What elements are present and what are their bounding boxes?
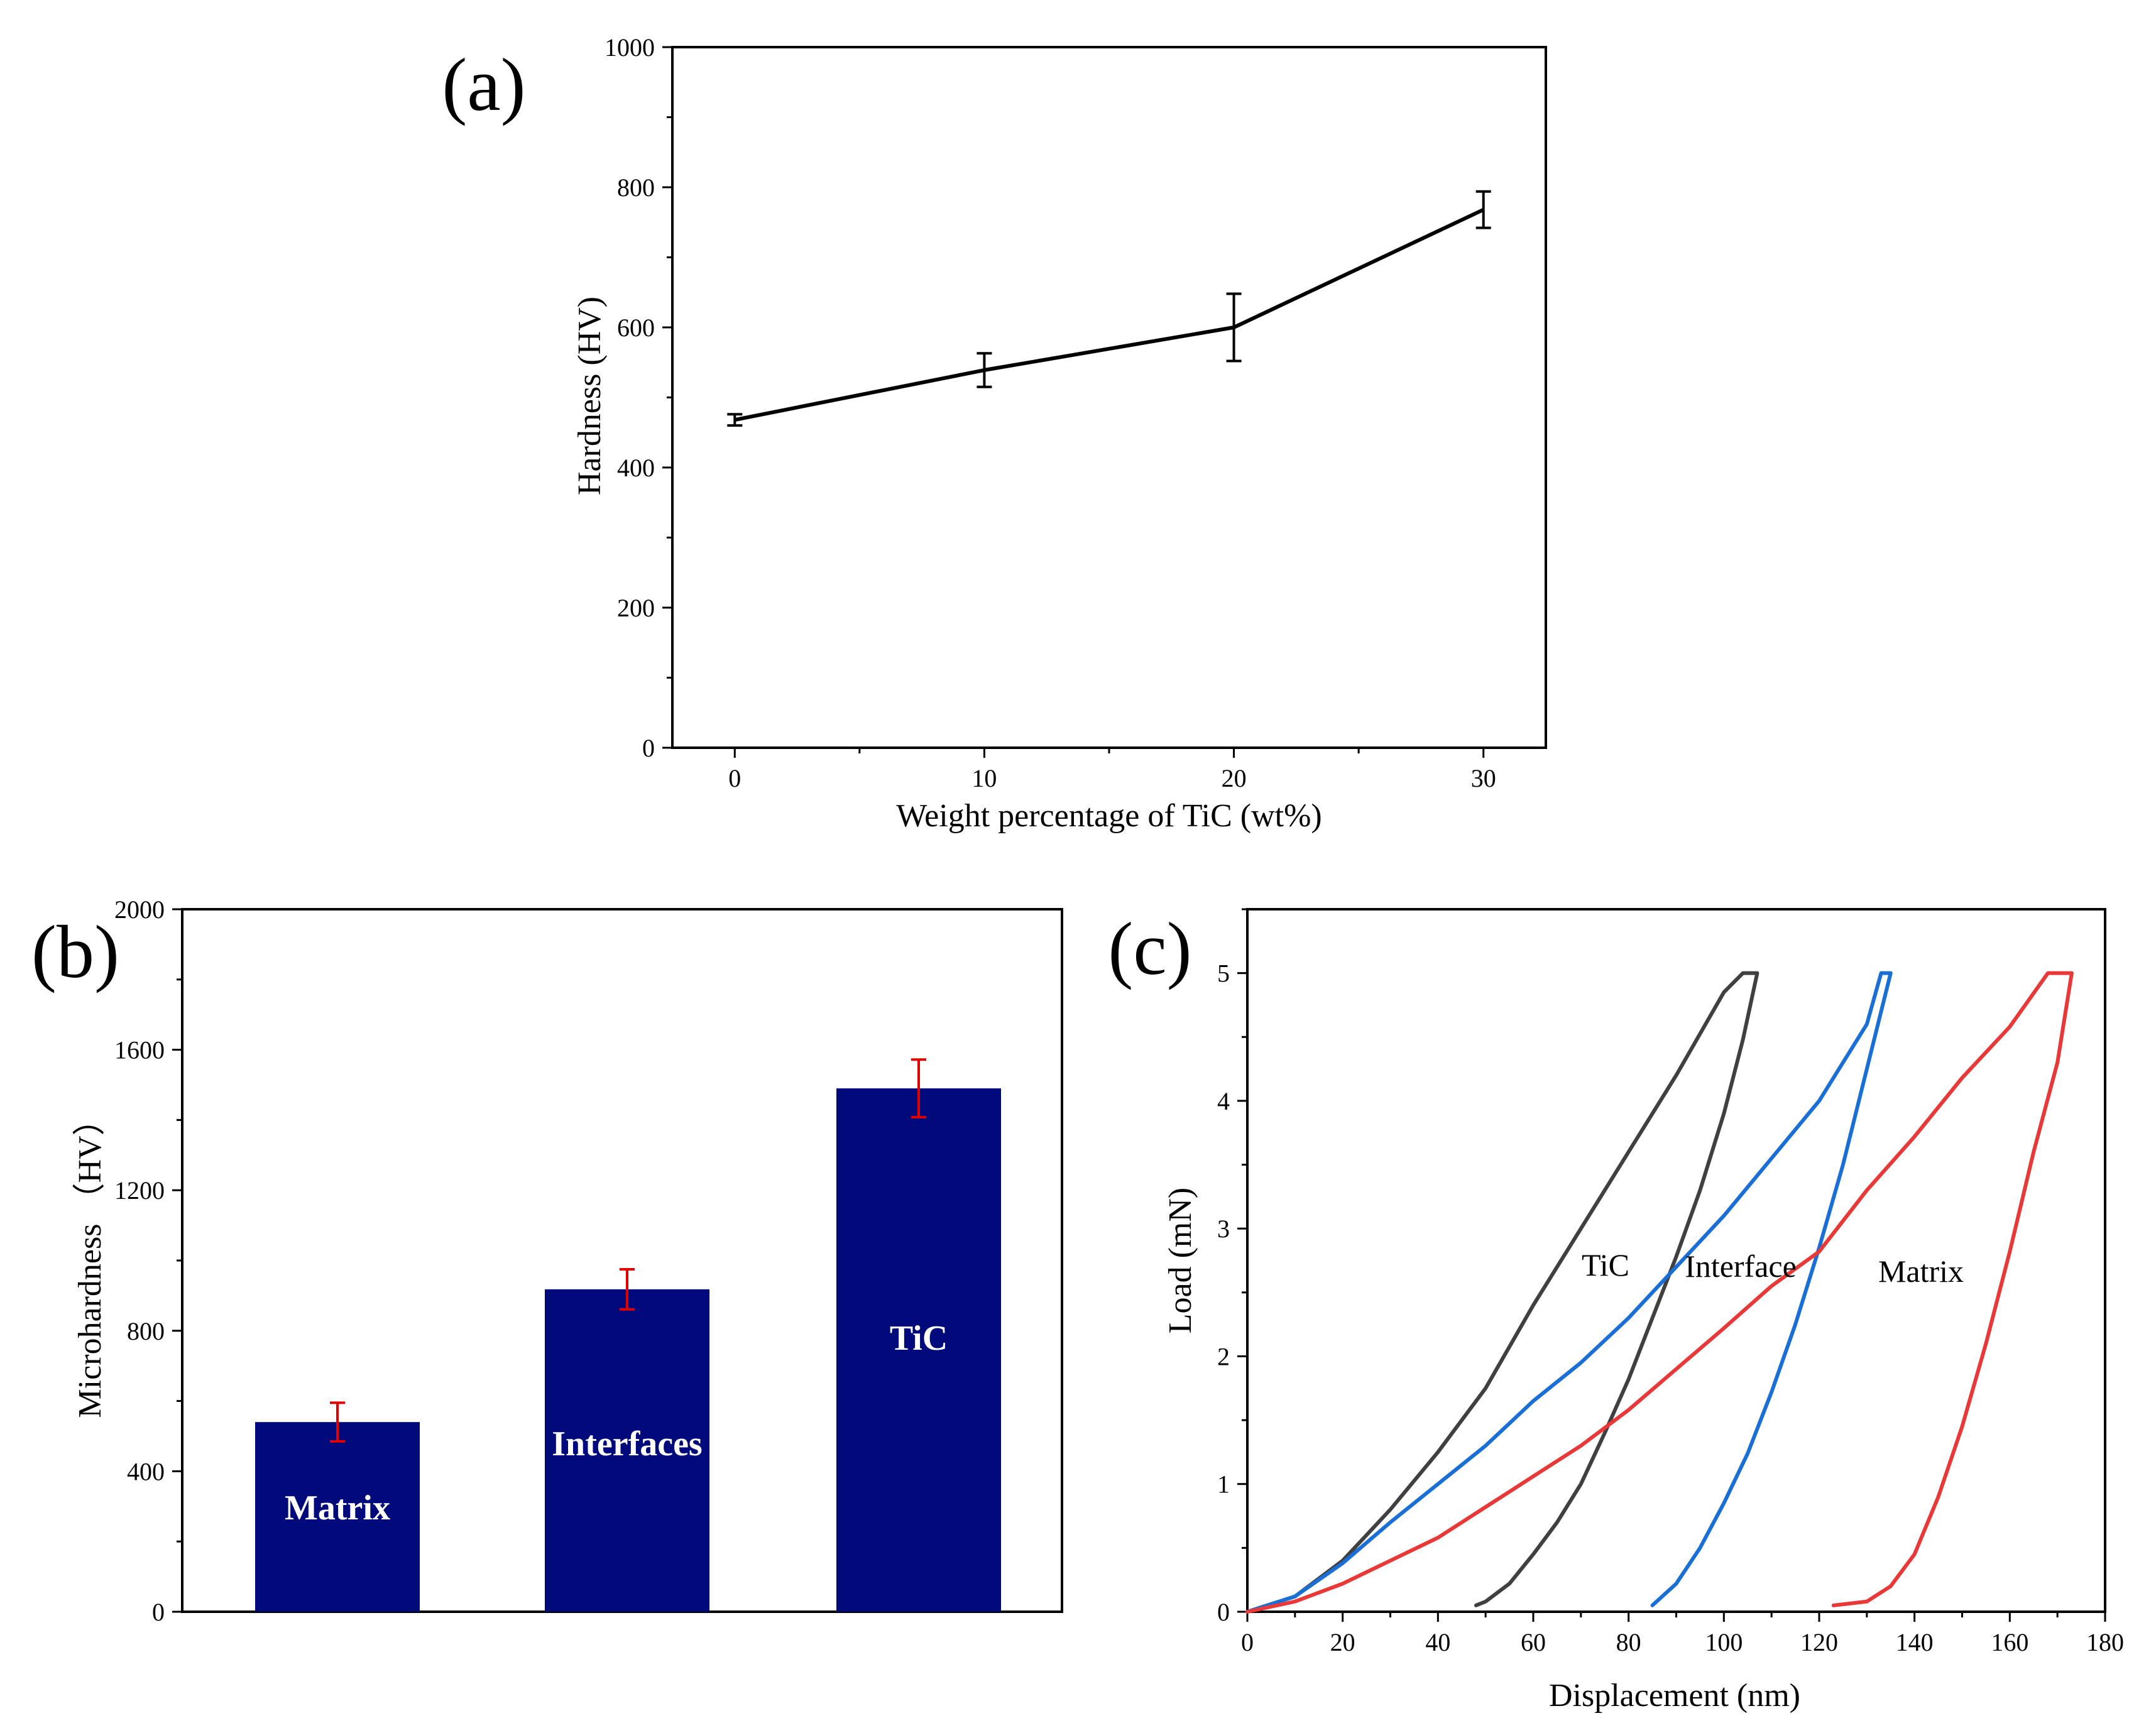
bar-label: Interfaces: [552, 1425, 702, 1463]
x-tick-label: 30: [1471, 764, 1496, 792]
load-curve-tic: [1245, 971, 1759, 1614]
panel-a-x-axis-label: Weight percentage of TiC (wt%): [896, 798, 1322, 834]
x-tick-label: 160: [1991, 1628, 2028, 1656]
hardness-line: [734, 207, 1484, 422]
y-tick-label: 200: [617, 594, 655, 622]
panel-c-x-axis-label: Displacement (nm): [1549, 1678, 1800, 1714]
y-tick-label: 0: [152, 1598, 165, 1626]
panel-c-y-axis-label: Load (mN): [1163, 1188, 1198, 1333]
x-tick-label: 20: [1222, 764, 1247, 792]
x-tick-label: 0: [728, 764, 741, 792]
panel-a-y-axis: 0 200 400 600 800 1000: [605, 33, 672, 762]
y-tick-label: 1200: [114, 1176, 165, 1205]
bar-label: TiC: [890, 1319, 948, 1358]
panel-b-y-axis: 0 400 800 1200 1600 2000: [114, 895, 182, 1626]
panel-a-series: [727, 190, 1491, 427]
bar: [836, 1088, 1001, 1612]
panel-b-label: (b): [31, 910, 119, 993]
x-tick-label: 180: [2086, 1628, 2124, 1656]
panel-a-x-axis: 0 10 20 30: [728, 748, 1496, 792]
panel-c-series: [1245, 971, 2074, 1614]
y-tick-label: 1: [1217, 1470, 1230, 1499]
panel-b-y-axis-label: Microhardness （HV）: [72, 1103, 108, 1418]
load-curve-matrix: [1245, 971, 2074, 1614]
panel-a-frame: [671, 46, 1547, 749]
x-tick-label: 40: [1425, 1628, 1450, 1656]
y-tick-label: 3: [1217, 1215, 1230, 1243]
y-tick-label: 1000: [605, 33, 655, 62]
panel-b-bars: Matrix Interfaces TiC: [255, 1058, 1001, 1612]
y-tick-label: 0: [1217, 1598, 1230, 1626]
x-tick-label: 10: [971, 764, 997, 792]
x-tick-label: 80: [1616, 1628, 1641, 1656]
bar: [545, 1289, 709, 1612]
annotation-matrix: Matrix: [1878, 1254, 1964, 1289]
y-tick-label: 800: [127, 1317, 165, 1345]
panel-c-y-axis: 0 1 2 3 4 5: [1217, 908, 1247, 1626]
y-tick-label: 1600: [114, 1036, 165, 1064]
x-tick-label: 100: [1705, 1628, 1743, 1656]
y-tick-label: 4: [1217, 1087, 1230, 1115]
bar: [255, 1422, 420, 1612]
load-curve-interface: [1245, 971, 1893, 1614]
x-tick-label: 0: [1241, 1628, 1254, 1656]
panel-c-x-axis: 0 20 40 60 80 100 120 140 160 180: [1241, 1612, 2124, 1656]
panel-a-label: (a): [442, 43, 525, 126]
x-tick-label: 20: [1330, 1628, 1355, 1656]
annotation-tic: TiC: [1582, 1247, 1629, 1282]
annotation-interface: Interface: [1685, 1249, 1797, 1284]
x-tick-label: 140: [1896, 1628, 1934, 1656]
y-tick-label: 400: [127, 1457, 165, 1485]
panel-a-y-axis-label: Hardness (HV): [572, 297, 608, 495]
y-tick-label: 600: [617, 314, 655, 342]
y-tick-label: 800: [617, 173, 655, 202]
x-tick-label: 120: [1800, 1628, 1838, 1656]
panel-b-chart: (b) 0 400 800 1200 1600 2000 Matrix Interfaces…: [31, 895, 1063, 1626]
y-tick-label: 0: [642, 734, 655, 762]
y-tick-label: 2: [1217, 1342, 1230, 1370]
y-tick-label: 400: [617, 454, 655, 482]
panel-c-label: (c): [1108, 907, 1191, 990]
panel-a-chart: (a) 0 200 400 600 800 1000 0 10 20 30 Hardness (…: [442, 33, 1547, 834]
x-tick-label: 60: [1521, 1628, 1546, 1656]
bar-label: Matrix: [285, 1489, 390, 1528]
y-tick-label: 5: [1217, 960, 1230, 988]
y-tick-label: 2000: [114, 895, 165, 924]
